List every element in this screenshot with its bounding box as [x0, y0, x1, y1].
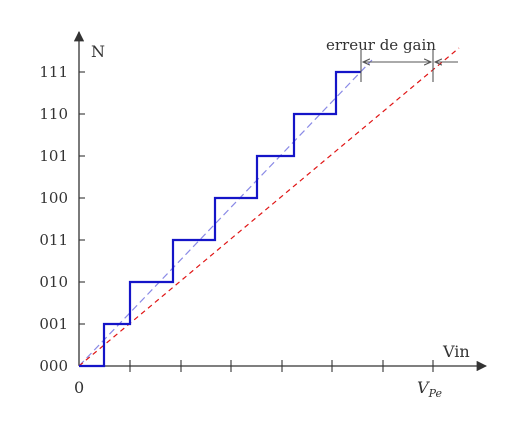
x-axis-label: Vin [442, 342, 470, 361]
y-tick-labels: 000 001 010 011 100 101 110 111 [39, 63, 68, 375]
gain-error-line [78, 47, 460, 367]
code-label-000: 000 [39, 357, 68, 375]
gain-error-label: erreur de gain [326, 36, 436, 54]
y-axis-label: N [91, 42, 105, 61]
code-label-110: 110 [39, 105, 68, 123]
x-end-label-sub: Pe [428, 387, 443, 400]
x-axis-ticks [129, 360, 434, 372]
x-end-label: VPe [417, 378, 442, 400]
code-label-101: 101 [39, 147, 68, 165]
quantizer-staircase [79, 70, 361, 368]
code-label-100: 100 [39, 189, 68, 207]
ideal-transfer-line [78, 59, 373, 367]
code-label-011: 011 [39, 231, 68, 249]
code-label-001: 001 [39, 315, 68, 333]
x-origin-label: 0 [74, 378, 84, 397]
code-label-111: 111 [39, 63, 68, 81]
gain-error-annotation: erreur de gain [326, 36, 458, 82]
code-label-010: 010 [39, 273, 68, 291]
y-axis-ticks [79, 71, 85, 325]
x-end-label-main: V [417, 378, 430, 397]
